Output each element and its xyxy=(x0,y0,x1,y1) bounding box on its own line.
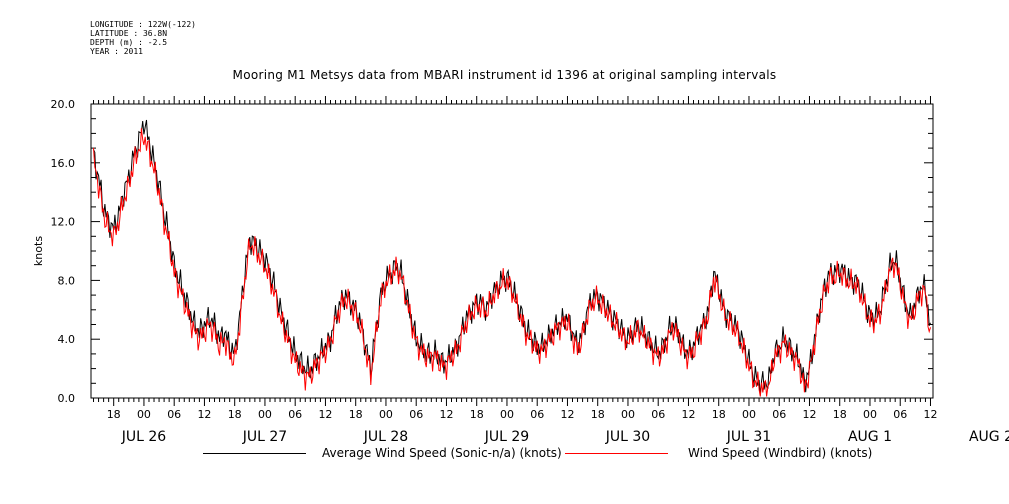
x-tick-label: 18 xyxy=(349,408,363,421)
x-tick-label: 12 xyxy=(923,408,937,421)
y-tick-label: 8.0 xyxy=(58,274,76,287)
x-tick-label: 00 xyxy=(742,408,756,421)
x-tick-label: 18 xyxy=(591,408,605,421)
x-tick-label: 00 xyxy=(500,408,514,421)
year-text: YEAR : 2011 xyxy=(90,47,143,56)
x-date-label: JUL 26 xyxy=(121,429,167,445)
x-tick-label: 12 xyxy=(197,408,211,421)
legend-label-sonic: Average Wind Speed (Sonic-n/a) (knots) xyxy=(322,446,562,460)
x-tick-label: 12 xyxy=(802,408,816,421)
x-tick-label: 06 xyxy=(167,408,181,421)
x-tick-label: 18 xyxy=(470,408,484,421)
x-date-label: JUL 27 xyxy=(242,429,287,445)
x-tick-label: 00 xyxy=(137,408,151,421)
x-tick-label: 12 xyxy=(439,408,453,421)
plot-frame xyxy=(90,103,934,399)
x-tick-label: 06 xyxy=(893,408,907,421)
series-group xyxy=(93,119,931,397)
x-date-label: AUG 1 xyxy=(848,429,892,445)
x-tick-label: 18 xyxy=(107,408,121,421)
chart-title: Mooring M1 Metsys data from MBARI instru… xyxy=(232,68,777,82)
x-date-label: JUL 29 xyxy=(484,429,529,445)
x-tick-label: 12 xyxy=(318,408,332,421)
x-tick-label: 00 xyxy=(621,408,635,421)
y-tick-label: 0.0 xyxy=(58,392,76,405)
latitude-text: LATITUDE : 36.8N xyxy=(90,29,168,38)
x-tick-label: 06 xyxy=(288,408,302,421)
x-tick-label: 12 xyxy=(560,408,574,421)
x-tick-label: 06 xyxy=(772,408,786,421)
x-tick-label: 00 xyxy=(258,408,272,421)
x-date-label: JUL 28 xyxy=(363,429,408,445)
series-line-windbird xyxy=(93,128,931,397)
metadata-block: LONGITUDE : 122W(-122) LATITUDE : 36.8N … xyxy=(90,20,196,56)
x-tick-label: 00 xyxy=(379,408,393,421)
legend-label-windbird: Wind Speed (Windbird) (knots) xyxy=(688,446,873,460)
y-tick-label: 16.0 xyxy=(51,157,76,170)
x-tick-label: 18 xyxy=(833,408,847,421)
y-tick-label: 20.0 xyxy=(51,98,76,111)
axis-ticks: 0.0 4.0 8.0 12.0 16.0 20.0 18 00 06 12 18 00 06 12 18 0… xyxy=(51,96,1009,445)
x-date-label: JUL 30 xyxy=(605,429,650,445)
y-tick-label: 4.0 xyxy=(58,333,76,346)
depth-text: DEPTH (m) : -2.5 xyxy=(90,38,168,47)
longitude-text: LONGITUDE : 122W(-122) xyxy=(90,20,196,29)
y-tick-label: 12.0 xyxy=(51,216,76,229)
x-tick-label: 12 xyxy=(681,408,695,421)
x-tick-label: 18 xyxy=(712,408,726,421)
x-tick-label: 18 xyxy=(228,408,242,421)
legend-line-windbird xyxy=(565,453,668,454)
x-tick-label: 06 xyxy=(651,408,665,421)
legend: Average Wind Speed (Sonic-n/a) (knots) W… xyxy=(0,446,1009,464)
x-tick-label: 00 xyxy=(863,408,877,421)
y-axis-label: knots xyxy=(32,236,45,266)
x-date-label: AUG 2 xyxy=(969,429,1009,445)
x-tick-label: 06 xyxy=(530,408,544,421)
legend-line-sonic xyxy=(203,453,306,454)
x-date-label: JUL 31 xyxy=(726,429,771,445)
x-tick-label: 06 xyxy=(409,408,423,421)
